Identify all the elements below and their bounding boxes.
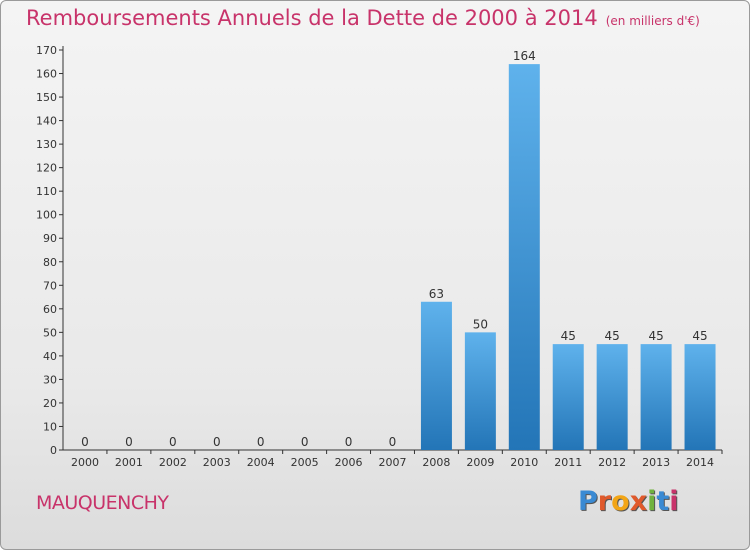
- y-tick-label: 100: [36, 209, 57, 222]
- y-tick-label: 0: [50, 444, 57, 457]
- x-tick-label: 2014: [686, 456, 714, 469]
- x-tick-label: 2013: [642, 456, 670, 469]
- commune-name: MAUQUENCHY: [36, 492, 169, 514]
- y-tick-label: 120: [36, 162, 57, 175]
- x-tick-label: 2007: [379, 456, 407, 469]
- y-tick-label: 40: [43, 350, 57, 363]
- y-tick-label: 130: [36, 138, 57, 151]
- bar-2012: [596, 344, 628, 450]
- x-tick-label: 2000: [71, 456, 99, 469]
- data-label-2012: 45: [605, 329, 620, 343]
- logo-letter: t: [656, 486, 670, 517]
- logo-letter: i: [647, 486, 657, 517]
- bar-2009: [464, 332, 496, 450]
- data-labels: 0 0 0 0 0 0 0 0 63 50 164 45 45 45 45: [81, 49, 708, 449]
- logo-letter: r: [597, 486, 612, 517]
- x-tick-label: 2011: [554, 456, 582, 469]
- data-label-2000: 0: [81, 435, 89, 449]
- y-tick-label: 70: [43, 279, 57, 292]
- x-tick-label: 2008: [422, 456, 450, 469]
- y-tick-label: 150: [36, 91, 57, 104]
- chart-title: Remboursements Annuels de la Dette de 20…: [26, 6, 700, 30]
- data-label-2004: 0: [257, 435, 265, 449]
- x-tick-label: 2009: [466, 456, 494, 469]
- bars: [420, 64, 716, 450]
- data-label-2008: 63: [429, 287, 444, 301]
- x-tick-label: 2003: [203, 456, 231, 469]
- data-label-2001: 0: [125, 435, 133, 449]
- data-label-2007: 0: [389, 435, 397, 449]
- logo-letter: i: [669, 486, 679, 517]
- y-tick-label: 80: [43, 256, 57, 269]
- bar-2011: [552, 344, 584, 450]
- logo-letter: x: [629, 486, 648, 517]
- data-label-2014: 45: [692, 329, 707, 343]
- x-tick-label: 2006: [335, 456, 363, 469]
- y-tick-label: 110: [36, 185, 57, 198]
- data-label-2009: 50: [473, 317, 488, 331]
- data-label-2003: 0: [213, 435, 221, 449]
- data-label-2002: 0: [169, 435, 177, 449]
- data-label-2011: 45: [561, 329, 576, 343]
- y-tick-label: 10: [43, 420, 57, 433]
- y-tick-label: 170: [36, 44, 57, 57]
- y-tick-label: 20: [43, 397, 57, 410]
- data-label-2006: 0: [345, 435, 353, 449]
- bar-2010: [508, 64, 540, 450]
- bar-2013: [640, 344, 672, 450]
- y-tick-label: 50: [43, 326, 57, 339]
- proxiti-logo: Proxiti: [578, 486, 679, 517]
- y-tick-label: 90: [43, 232, 57, 245]
- x-tick-label: 2004: [247, 456, 275, 469]
- x-tick-label: 2001: [115, 456, 143, 469]
- axes: 0 10 20 30 40 50 60 70 80 90 100 110 120 130 140 150 160…: [36, 44, 723, 469]
- data-label-2010: 164: [513, 49, 536, 63]
- y-tick-label: 30: [43, 373, 57, 386]
- y-tick-label: 160: [36, 68, 57, 81]
- y-tick-label: 60: [43, 303, 57, 316]
- x-tick-label: 2005: [291, 456, 319, 469]
- logo-letter: o: [611, 486, 630, 517]
- x-tick-label: 2002: [159, 456, 187, 469]
- data-label-2013: 45: [648, 329, 663, 343]
- x-tick-label: 2012: [598, 456, 626, 469]
- unit-note: (en milliers d'€): [605, 14, 700, 28]
- bar-2014: [684, 344, 716, 450]
- chart-title-text: Remboursements Annuels de la Dette de 20…: [26, 6, 598, 30]
- bar-2008: [420, 301, 452, 450]
- x-tick-label: 2010: [510, 456, 538, 469]
- data-label-2005: 0: [301, 435, 309, 449]
- y-tick-label: 140: [36, 115, 57, 128]
- logo-letter: P: [578, 486, 598, 517]
